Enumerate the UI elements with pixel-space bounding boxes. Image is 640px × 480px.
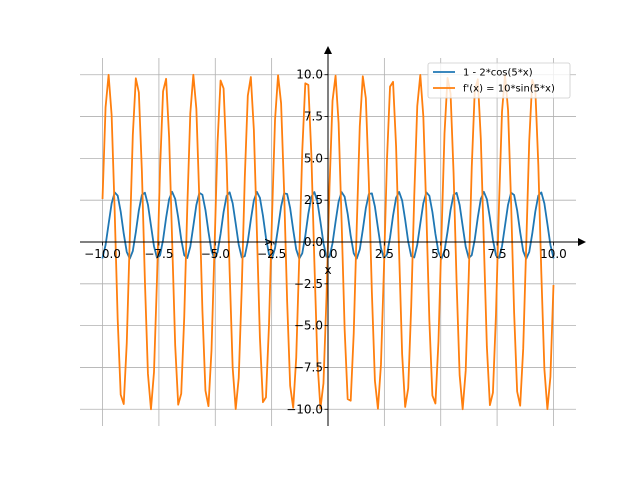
y-tick-label: 10.0 [296,68,323,82]
y-tick-label: −7.5 [294,360,323,374]
y-axis-arrow-icon [324,46,332,54]
y-axis-label: y [261,238,275,245]
x-tick-label: −10.0 [84,247,121,261]
y-tick-label: −10.0 [286,402,323,416]
y-tick-label: 0.0 [304,235,323,249]
x-axis-label: x [324,263,331,277]
x-axis-arrow-icon [578,238,586,246]
legend-label-1: 1 - 2*cos(5*x) [463,68,533,79]
x-tick-label: 7.5 [488,247,507,261]
ticks: −10.0 −7.5 −5.0 −2.5 0.0 2.5 5.0 7.5 10.0 −10.0 −7… [84,68,567,417]
legend: 1 - 2*cos(5*x) f'(x) = 10*sin(5*x) [427,62,571,99]
x-tick-label: 10.0 [540,247,567,261]
x-tick-label: 2.5 [375,247,394,261]
axes [80,46,586,426]
x-tick-label: 0.0 [318,247,337,261]
x-tick-label: −7.5 [144,247,173,261]
y-tick-label: 7.5 [304,110,323,124]
y-tick-label: 2.5 [304,193,323,207]
x-tick-label: 5.0 [431,247,450,261]
x-tick-label: −5.0 [201,247,230,261]
y-tick-label: 5.0 [304,151,323,165]
x-tick-label: −2.5 [257,247,286,261]
y-tick-label: −2.5 [294,277,323,291]
y-tick-label: −5.0 [294,319,323,333]
legend-label-2: f'(x) = 10*sin(5*x) [463,84,555,95]
legend-box [427,62,571,99]
